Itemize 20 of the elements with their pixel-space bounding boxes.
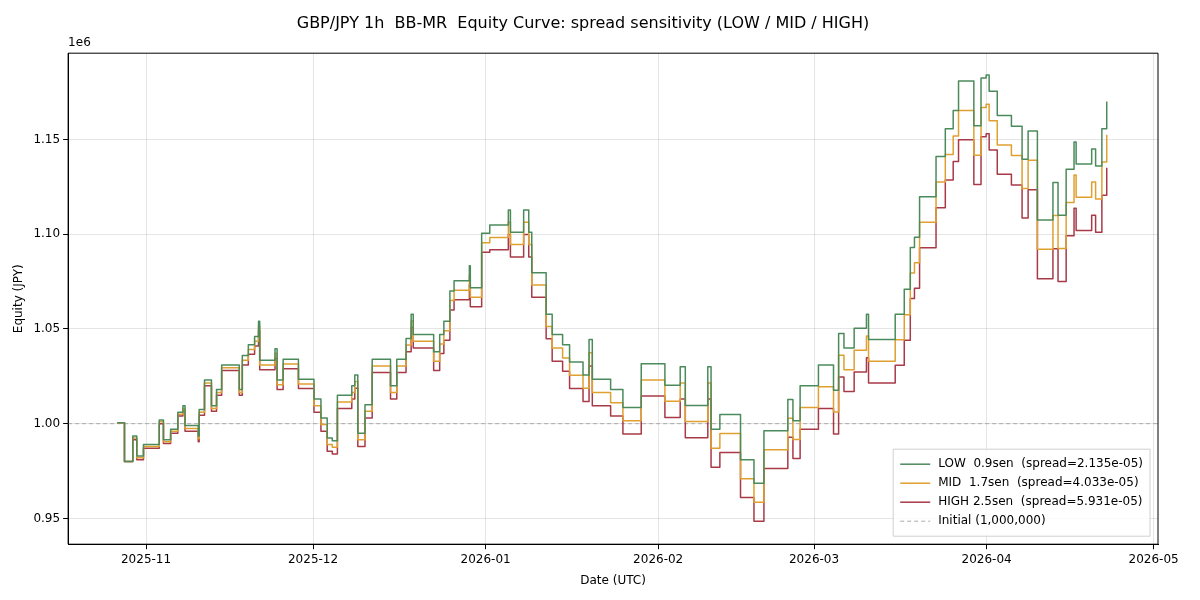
legend-label: MID 1.7sen (spread=4.033e-05) [938, 475, 1139, 490]
y-tick-label: 1.05 [33, 321, 61, 336]
x-tick-label: 2026-02 [633, 551, 684, 566]
y-axis-title: Equity (JPY) [11, 264, 26, 334]
x-tick-label: 2026-05 [1128, 551, 1179, 566]
chart-title: GBP/JPY 1h BB-MR Equity Curve: spread sensitivity (LOW / MID / HIGH) [296, 12, 870, 32]
x-tick-label: 2025-11 [120, 551, 172, 566]
y-tick-label: 1.10 [33, 226, 61, 241]
x-tick-label: 2026-04 [961, 551, 1012, 566]
y-tick-label: 0.95 [33, 510, 61, 525]
legend-label: LOW 0.9sen (spread=2.135e-05) [938, 456, 1143, 471]
legend-label: Initial (1,000,000) [938, 513, 1046, 528]
x-tick-label: 2025-12 [287, 551, 339, 566]
legend-label: HIGH 2.5sen (spread=5.931e-05) [938, 494, 1143, 509]
x-tick-label: 2026-03 [788, 551, 840, 566]
x-axis-title: Date (UTC) [580, 572, 646, 587]
y-tick-label: 1.15 [33, 131, 61, 146]
x-tick-label: 2026-01 [460, 551, 511, 566]
y-tick-label: 1.00 [33, 415, 61, 430]
text: 1e6 [68, 35, 91, 50]
